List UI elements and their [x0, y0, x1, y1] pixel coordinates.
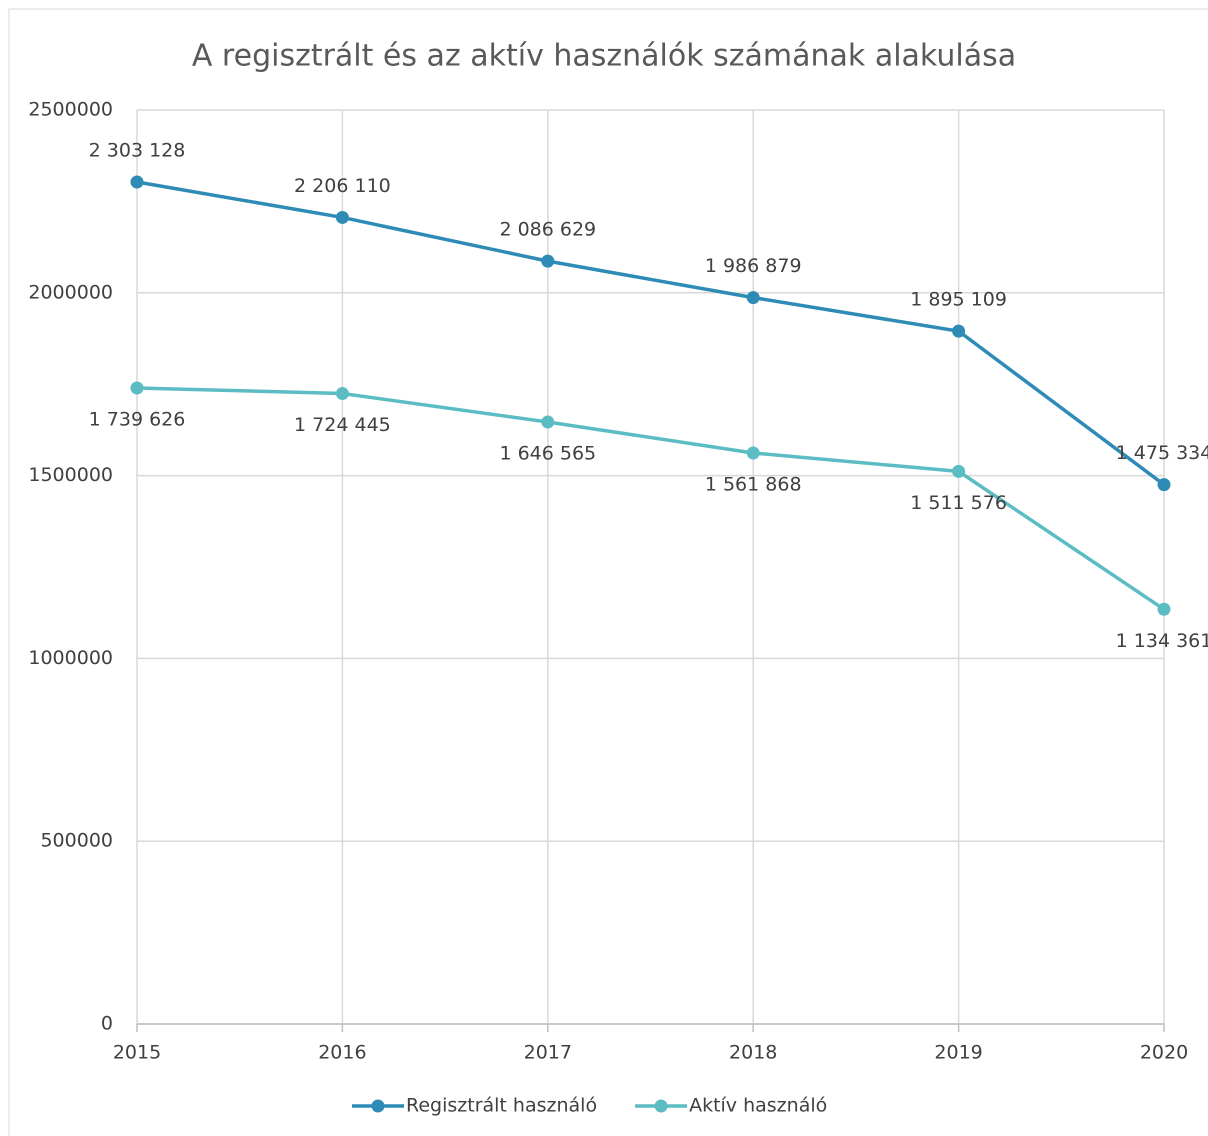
y-tick-label: 500000	[40, 830, 113, 852]
series-line	[136, 180, 1166, 487]
y-tick-label: 1500000	[28, 464, 113, 486]
data-label: 1 724 445	[294, 414, 391, 436]
data-label: 2 086 629	[499, 219, 596, 241]
data-point	[335, 387, 349, 401]
data-label: 1 895 109	[910, 289, 1007, 311]
data-label: 2 303 128	[89, 139, 186, 161]
data-point	[130, 175, 144, 189]
legend-label: Regisztrált használó	[406, 1095, 597, 1117]
data-label: 1 986 879	[705, 255, 802, 277]
data-label: 1 475 334	[1116, 442, 1208, 464]
data-point	[335, 210, 349, 224]
data-label: 1 739 626	[89, 408, 186, 430]
data-point	[746, 291, 760, 305]
x-tick-label: 2020	[1140, 1042, 1188, 1064]
series-line	[136, 386, 1165, 611]
chart-title: A regisztrált és az aktív használók szám…	[192, 39, 1016, 74]
data-point	[1157, 602, 1171, 616]
x-tick-label: 2017	[524, 1042, 572, 1064]
data-point	[541, 415, 555, 429]
data-label: 1 646 565	[499, 443, 596, 465]
data-label: 2 206 110	[294, 175, 391, 197]
x-tick-label: 2019	[934, 1042, 982, 1064]
x-tick-label: 2015	[113, 1042, 161, 1064]
legend-label: Aktív használó	[689, 1095, 827, 1117]
y-tick-label: 0	[101, 1013, 113, 1035]
legend-swatch	[654, 1099, 668, 1113]
data-point	[1157, 478, 1171, 492]
legend-swatch	[371, 1099, 385, 1113]
data-point	[952, 324, 966, 338]
data-point	[130, 381, 144, 395]
y-tick-label: 2500000	[28, 99, 113, 121]
data-point	[746, 446, 760, 460]
data-label: 1 134 361	[1116, 630, 1208, 652]
y-tick-label: 1000000	[28, 647, 113, 669]
data-label: 1 561 868	[705, 473, 802, 495]
y-tick-label: 2000000	[28, 281, 113, 303]
data-point	[541, 254, 555, 268]
x-tick-label: 2018	[729, 1042, 777, 1064]
x-tick-label: 2016	[318, 1042, 366, 1064]
chart-frame	[8, 8, 1208, 1136]
data-label: 1 511 576	[910, 492, 1007, 514]
data-point	[952, 464, 966, 478]
